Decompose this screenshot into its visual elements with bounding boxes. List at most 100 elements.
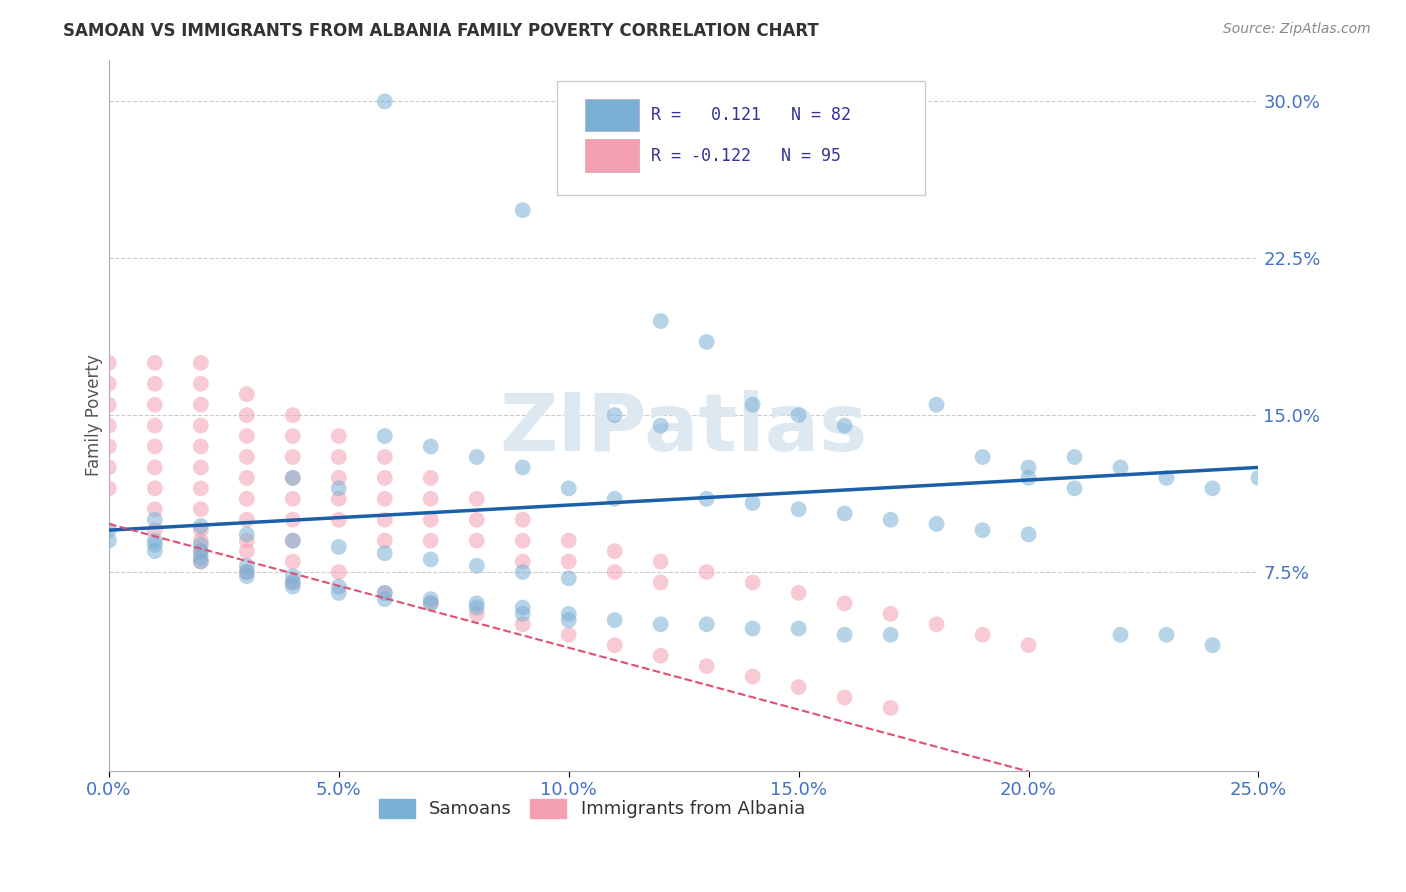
Point [97, 460, 120, 475]
Point [374, 513, 396, 527]
Point [1018, 471, 1040, 485]
Point [557, 533, 579, 548]
Point [419, 552, 441, 566]
Point [1247, 471, 1270, 485]
Point [190, 555, 212, 569]
Point [143, 502, 166, 516]
Point [1063, 481, 1085, 495]
Point [281, 491, 304, 506]
Point [97, 440, 120, 454]
Point [97, 533, 120, 548]
Point [696, 334, 718, 349]
Point [236, 544, 259, 558]
Point [512, 203, 534, 218]
Point [236, 527, 259, 541]
Point [557, 555, 579, 569]
Point [1018, 460, 1040, 475]
Point [190, 523, 212, 537]
Point [603, 638, 626, 652]
Point [328, 586, 350, 600]
Point [328, 471, 350, 485]
Point [465, 607, 488, 621]
Point [97, 418, 120, 433]
Point [143, 513, 166, 527]
Point [696, 565, 718, 579]
Point [97, 481, 120, 495]
Point [143, 544, 166, 558]
Point [696, 617, 718, 632]
Point [236, 387, 259, 401]
Point [650, 648, 672, 663]
Point [143, 523, 166, 537]
Point [236, 565, 259, 579]
Point [190, 376, 212, 391]
Point [1018, 527, 1040, 541]
Point [557, 613, 579, 627]
Point [236, 569, 259, 583]
Point [190, 440, 212, 454]
Point [512, 533, 534, 548]
Point [741, 575, 763, 590]
Point [143, 418, 166, 433]
Point [281, 575, 304, 590]
Point [879, 607, 901, 621]
Point [512, 607, 534, 621]
Point [328, 565, 350, 579]
Point [281, 555, 304, 569]
Point [650, 555, 672, 569]
Point [512, 617, 534, 632]
Point [834, 418, 856, 433]
Point [650, 575, 672, 590]
Point [374, 471, 396, 485]
Point [512, 600, 534, 615]
Point [97, 356, 120, 370]
Point [281, 580, 304, 594]
Point [281, 533, 304, 548]
Point [512, 565, 534, 579]
Point [143, 533, 166, 548]
Point [650, 418, 672, 433]
Point [787, 680, 810, 694]
Point [834, 628, 856, 642]
Point [97, 398, 120, 412]
Point [1156, 628, 1178, 642]
Point [465, 596, 488, 610]
Point [281, 575, 304, 590]
Point [190, 550, 212, 565]
Point [650, 314, 672, 328]
Point [190, 481, 212, 495]
Point [512, 460, 534, 475]
Point [328, 450, 350, 464]
Point [236, 429, 259, 443]
Point [1109, 460, 1132, 475]
Point [787, 586, 810, 600]
Point [143, 398, 166, 412]
Point [281, 513, 304, 527]
Point [925, 617, 948, 632]
Point [879, 628, 901, 642]
Point [236, 565, 259, 579]
Point [419, 592, 441, 607]
Point [787, 408, 810, 422]
Point [419, 513, 441, 527]
Point [236, 558, 259, 573]
Point [419, 596, 441, 610]
Point [603, 613, 626, 627]
Point [603, 544, 626, 558]
Point [143, 460, 166, 475]
Point [190, 418, 212, 433]
Point [419, 491, 441, 506]
Point [190, 460, 212, 475]
Point [143, 440, 166, 454]
Point [190, 544, 212, 558]
Point [374, 450, 396, 464]
Point [465, 450, 488, 464]
Point [419, 471, 441, 485]
Point [465, 491, 488, 506]
Point [190, 356, 212, 370]
Point [97, 376, 120, 391]
Point [190, 555, 212, 569]
Point [281, 569, 304, 583]
Text: R =   0.121   N = 82: R = 0.121 N = 82 [651, 106, 852, 124]
Point [328, 481, 350, 495]
